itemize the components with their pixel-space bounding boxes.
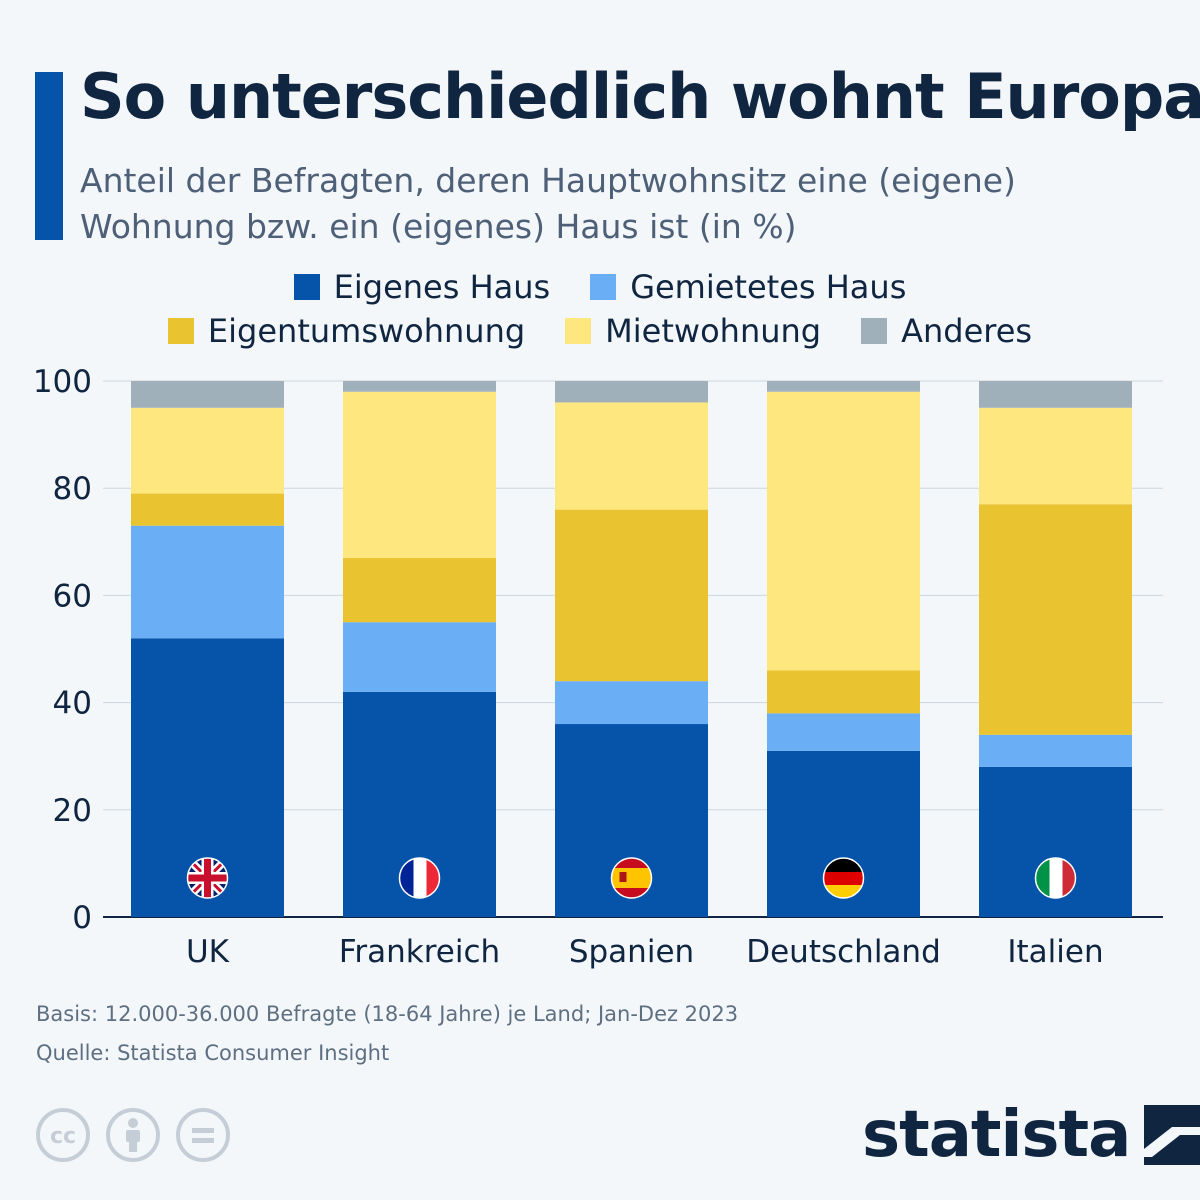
- flag-border: [186, 857, 229, 899]
- legend-item-gemietetes-haus: Gemietetes Haus: [590, 268, 906, 306]
- legend-swatch-anderes: [861, 318, 888, 344]
- no-derivatives-icon[interactable]: [176, 1108, 230, 1162]
- bar-segment: [131, 407, 284, 494]
- page-title: So unterschiedlich wohnt Europa: [80, 60, 1200, 133]
- bar-segment: [555, 681, 708, 725]
- legend-label: Anderes: [901, 312, 1033, 350]
- legend-swatch-eigenes-haus: [293, 274, 320, 300]
- y-tick-label: 80: [53, 471, 92, 507]
- legend-label: Eigenes Haus: [333, 268, 551, 306]
- uk-flag-fill: [187, 858, 228, 898]
- flag-stripe: [413, 858, 427, 898]
- x-axis-ticks: UK Frankreich Spanien Deutschland Italien: [186, 934, 1104, 970]
- france-flag: [398, 857, 441, 899]
- y-tick-label: 0: [72, 900, 92, 936]
- bar-segment: [555, 381, 708, 403]
- y-tick-label: 40: [53, 686, 92, 722]
- attribution-icon[interactable]: [106, 1108, 160, 1162]
- legend-label: Eigentumswohnung: [207, 312, 526, 350]
- x-tick-label: Frankreich: [339, 934, 500, 970]
- y-tick-label: 20: [53, 793, 92, 829]
- germany-flag: [822, 857, 865, 899]
- bar-segment: [343, 557, 496, 623]
- flag-border: [398, 857, 441, 899]
- bar-segment: [343, 622, 496, 692]
- legend-swatch-eigentumswohnung: [167, 318, 194, 344]
- uk-flag: [186, 857, 229, 899]
- bar-segment: [767, 381, 920, 392]
- legend-label: Mietwohnung: [605, 312, 822, 350]
- y-axis-ticks: 0 20 40 60 80 100: [33, 364, 92, 936]
- flag-stripe: [611, 868, 652, 888]
- spain-flag: [610, 857, 653, 899]
- bar-segment: [131, 525, 284, 639]
- legend-item-mietwohnung: Mietwohnung: [565, 312, 821, 350]
- bar-segment: [767, 391, 920, 671]
- legend-swatch-gemietetes-haus: [590, 274, 617, 300]
- flag-border: [1034, 857, 1077, 899]
- flag-stripe: [823, 872, 864, 885]
- legend-row-1: Eigenes Haus Gemietetes Haus: [0, 268, 1200, 306]
- statista-logo[interactable]: statista: [862, 1098, 1200, 1172]
- bar-segment: [979, 504, 1132, 735]
- x-tick-label: Italien: [1007, 934, 1103, 970]
- flag-border: [610, 857, 653, 899]
- title-accent-bar: [35, 72, 63, 240]
- bar-segment: [767, 670, 920, 714]
- flag-border: [822, 857, 865, 899]
- flags: [186, 857, 1077, 899]
- brand-name: statista: [862, 1098, 1131, 1172]
- page-subtitle: Anteil der Befragten, deren Hauptwohnsit…: [80, 161, 1016, 246]
- source-note: Quelle: Statista Consumer Insight: [36, 1041, 390, 1065]
- bar-segment: [767, 713, 920, 751]
- legend-swatch-mietwohnung: [565, 318, 592, 344]
- flag-stripe: [1049, 858, 1063, 898]
- license-icons: cc: [36, 1108, 230, 1162]
- flag-emblem: [619, 872, 627, 882]
- legend-item-eigentumswohnung: Eigentumswohnung: [167, 312, 526, 350]
- legend-row-2: Eigentumswohnung Mietwohnung Anderes: [0, 312, 1200, 350]
- x-tick-label: Deutschland: [746, 934, 941, 970]
- spain-flag-fill: [611, 858, 652, 898]
- x-tick-label: UK: [186, 934, 230, 970]
- creative-commons-icon[interactable]: cc: [36, 1108, 90, 1162]
- legend-item-anderes: Anderes: [861, 312, 1032, 350]
- basis-note: Basis: 12.000-36.000 Befragte (18-64 Jah…: [36, 1002, 739, 1026]
- bar-segment: [131, 381, 284, 408]
- bar-segment: [979, 734, 1132, 767]
- bar-segment: [343, 381, 496, 392]
- bar-segment: [555, 509, 708, 682]
- bar-segment: [979, 407, 1132, 505]
- y-tick-label: 100: [33, 364, 92, 400]
- flag-cross-v-red: [204, 858, 211, 898]
- legend-item-eigenes-haus: Eigenes Haus: [293, 268, 551, 306]
- statista-logo-icon: [1144, 1105, 1200, 1165]
- bar-segment: [343, 391, 496, 558]
- bar-segment: [979, 381, 1132, 408]
- stacked-bar-chart: 0 20 40 60 80 100 UK Frankreich Spanien Deutschl…: [33, 364, 1163, 970]
- svg-text:cc: cc: [50, 1124, 76, 1149]
- italy-flag: [1034, 857, 1077, 899]
- y-tick-label: 60: [53, 578, 92, 614]
- bar-segment: [131, 493, 284, 526]
- bar-segment: [555, 402, 708, 510]
- bars: [131, 381, 1132, 917]
- legend-label: Gemietetes Haus: [630, 268, 907, 306]
- x-tick-label: Spanien: [569, 934, 694, 970]
